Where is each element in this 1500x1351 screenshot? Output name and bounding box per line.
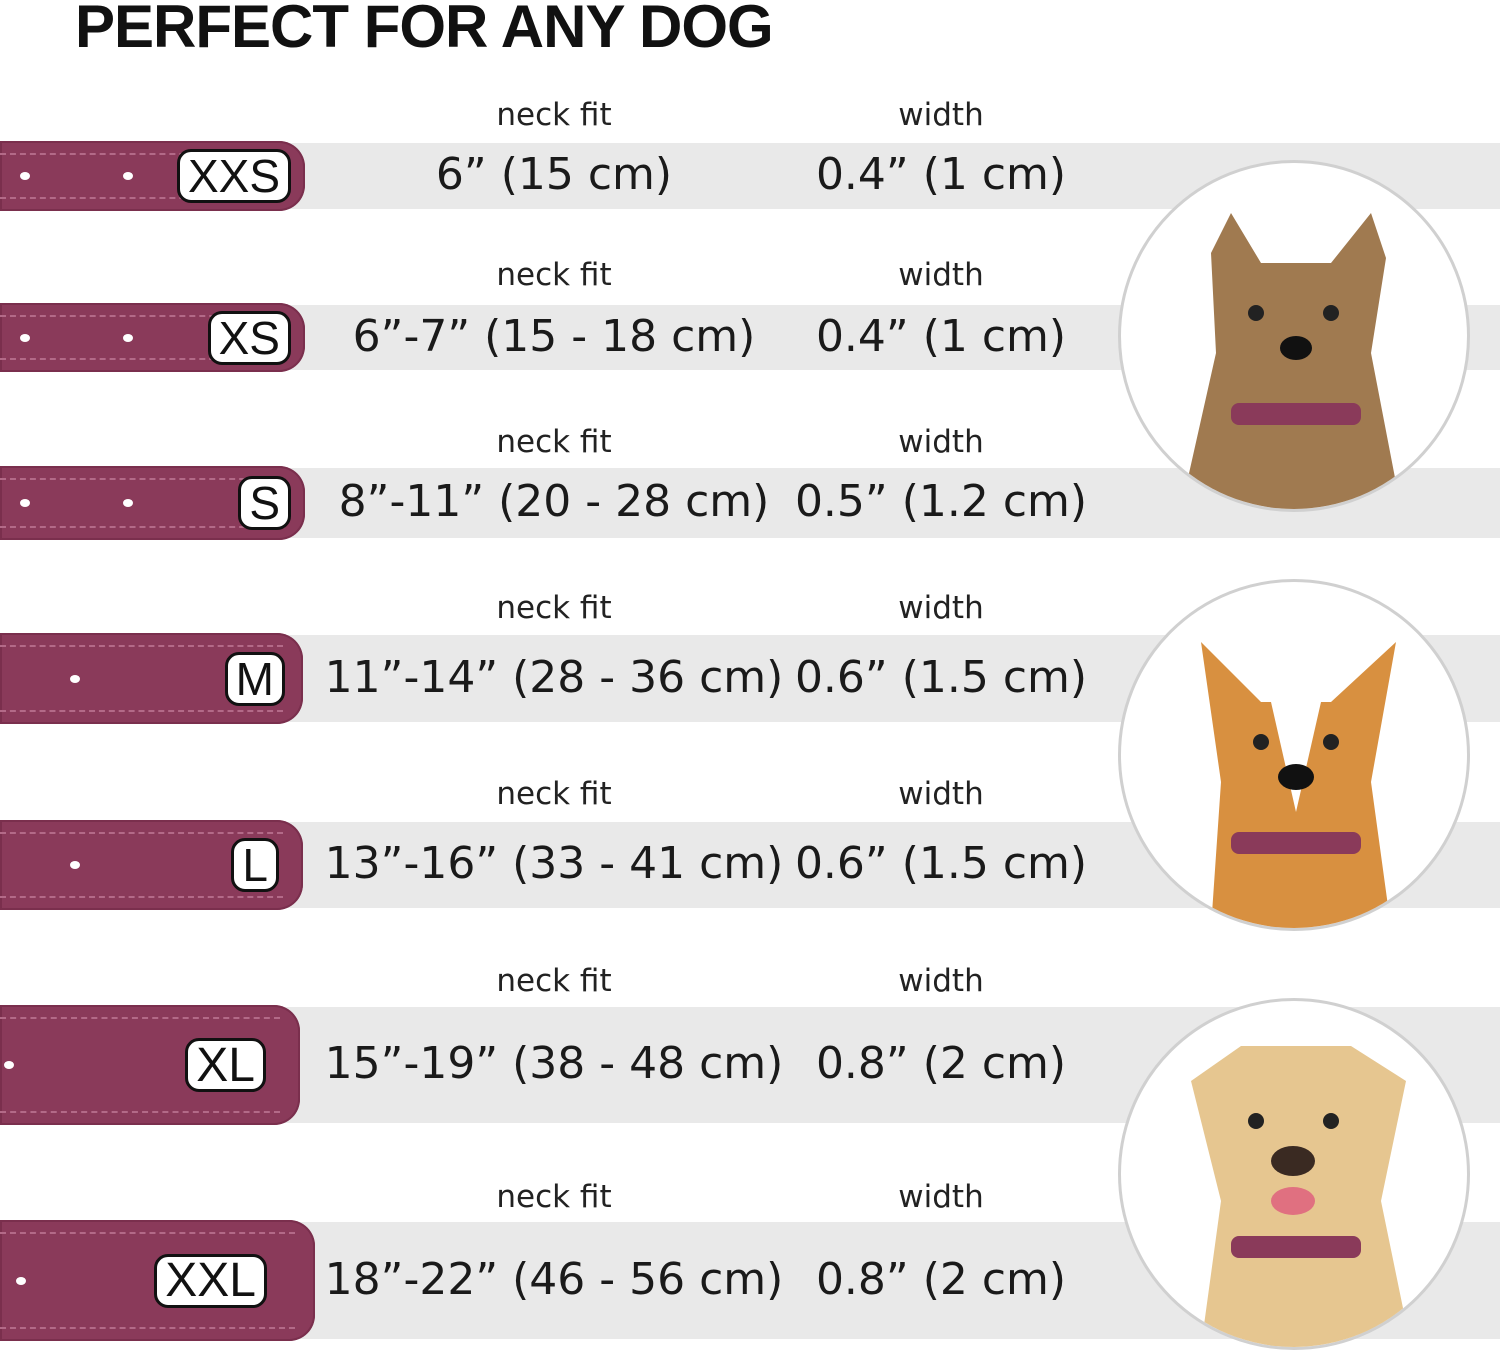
width-value: 0.8” (2 cm): [815, 1253, 1067, 1305]
collar-hole: [4, 1061, 14, 1069]
size-tag: L: [231, 838, 279, 892]
neck-fit-value: 18”-22” (46 - 56 cm): [324, 1253, 784, 1305]
collar-hole: [16, 1276, 26, 1285]
collar-strap: S: [0, 466, 305, 540]
width-label: width: [898, 424, 984, 460]
collar-hole: [123, 333, 133, 342]
collar-strap: L: [0, 820, 303, 910]
neck-fit-label: neck fit: [496, 963, 612, 999]
width-label: width: [898, 590, 984, 626]
neck-fit-value: 11”-14” (28 - 36 cm): [324, 651, 784, 703]
collar-strap: XXL: [0, 1220, 315, 1341]
size-tag: XXL: [154, 1253, 267, 1308]
neck-fit-label: neck fit: [496, 590, 612, 626]
neck-fit-label: neck fit: [496, 257, 612, 293]
size-tag: M: [224, 651, 285, 706]
collar-hole: [70, 861, 80, 869]
width-value: 0.8” (2 cm): [815, 1038, 1067, 1089]
width-value: 0.6” (1.5 cm): [794, 651, 1088, 703]
collar-strap: M: [0, 633, 303, 724]
width-value: 0.6” (1.5 cm): [794, 838, 1088, 889]
page-title: PERFECT FOR ANY DOG: [75, 0, 774, 60]
neck-fit-value: 13”-16” (33 - 41 cm): [324, 838, 784, 889]
width-value: 0.5” (1.2 cm): [794, 476, 1088, 527]
collar-strap: XS: [0, 303, 305, 372]
collar-hole: [123, 499, 133, 507]
width-value: 0.4” (1 cm): [815, 310, 1067, 362]
small-terrier-photo: [1118, 160, 1470, 512]
collar-strap: XL: [0, 1005, 300, 1125]
corgi-photo: [1118, 579, 1470, 931]
collar-hole: [20, 172, 30, 180]
neck-fit-value: 6” (15 cm): [435, 149, 673, 200]
neck-fit-label: neck fit: [496, 97, 612, 133]
width-value: 0.4” (1 cm): [815, 149, 1067, 200]
collar-hole: [20, 333, 30, 342]
size-tag: XS: [207, 310, 291, 365]
width-label: width: [898, 257, 984, 293]
collar-hole: [20, 499, 30, 507]
collar-hole: [123, 172, 133, 180]
labrador-photo: [1118, 998, 1470, 1350]
width-label: width: [898, 97, 984, 133]
neck-fit-value: 6”-7” (15 - 18 cm): [352, 310, 756, 362]
neck-fit-label: neck fit: [496, 424, 612, 460]
size-tag: XL: [185, 1038, 266, 1092]
size-tag: XXS: [176, 149, 291, 203]
collar-strap: XXS: [0, 141, 305, 211]
neck-fit-label: neck fit: [496, 776, 612, 812]
width-label: width: [898, 1179, 984, 1215]
neck-fit-label: neck fit: [496, 1179, 612, 1215]
width-label: width: [898, 963, 984, 999]
size-tag: S: [238, 476, 291, 530]
neck-fit-value: 8”-11” (20 - 28 cm): [338, 476, 770, 527]
neck-fit-value: 15”-19” (38 - 48 cm): [324, 1038, 784, 1089]
width-label: width: [898, 776, 984, 812]
collar-hole: [70, 674, 80, 683]
